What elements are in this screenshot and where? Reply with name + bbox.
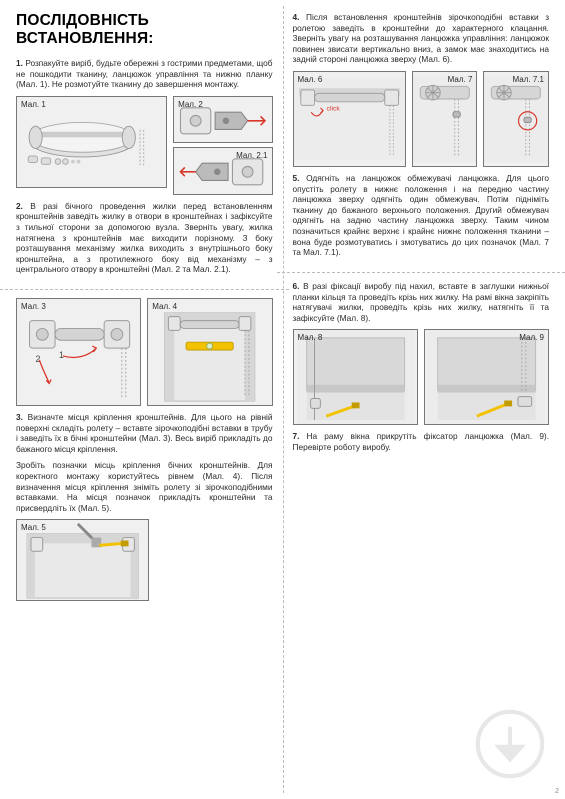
figure-6: Мал. 6 click xyxy=(293,71,406,167)
step-1-text: 1. Розпакуйте виріб, будьте обережні з г… xyxy=(16,58,273,90)
figure-7-1: Мал. 7.1 xyxy=(483,71,549,167)
document-title: ПОСЛІДОВНІСТЬ ВСТАНОВЛЕННЯ: xyxy=(16,12,273,48)
figure-4-label: Мал. 4 xyxy=(152,302,177,311)
figure-7-1-svg xyxy=(484,72,548,166)
figure-row-8-9: Мал. 8 Мал. 9 xyxy=(293,329,550,425)
figure-6-label: Мал. 6 xyxy=(298,75,323,84)
figure-7-1-label: Мал. 7.1 xyxy=(513,75,544,84)
figure-1-svg xyxy=(17,97,166,187)
step-7-text: 7. На раму вікна прикрутіть фіксатор лан… xyxy=(293,431,550,452)
step-3a-body: Визначте місця кріплення кронштейнів. Дл… xyxy=(16,412,273,454)
figure-2: Мал. 2 xyxy=(173,96,272,143)
figure-9: Мал. 9 xyxy=(424,329,549,425)
step-1-body: Розпакуйте виріб, будьте обережні з гост… xyxy=(16,58,273,89)
figure-3-label: Мал. 3 xyxy=(21,302,46,311)
figure-7-label: Мал. 7 xyxy=(448,75,473,84)
left-column: ПОСЛІДОВНІСТЬ ВСТАНОВЛЕННЯ: 1. Розпакуйт… xyxy=(0,0,283,799)
step-3b-text: Зробіть позначки місць кріплення бічних … xyxy=(16,460,273,513)
figure-2-label: Мал. 2 xyxy=(178,100,203,109)
horizontal-divider-right xyxy=(277,272,565,273)
step-2-text: 2. В разі бічного проведення жилки перед… xyxy=(16,201,273,275)
figure-7-svg xyxy=(413,72,477,166)
figure-8-svg xyxy=(294,330,417,424)
column-divider xyxy=(283,6,284,793)
figure-row-3-4: Мал. 3 1 2 Мал. 4 xyxy=(16,298,273,406)
step-2-body: В разі бічного проведення жилки перед вс… xyxy=(16,201,273,275)
step-4-body: Після встановлення кронштейнів зірочкопо… xyxy=(293,12,550,64)
figure-3-svg: 1 2 xyxy=(17,299,140,405)
figure-row-6-7: Мал. 6 click Мал. 7 xyxy=(293,71,550,167)
figure-4: Мал. 4 xyxy=(147,298,272,406)
figure-5-label: Мал. 5 xyxy=(21,523,46,532)
figure-1-label: Мал. 1 xyxy=(21,100,46,109)
figure-8-label: Мал. 8 xyxy=(298,333,323,342)
figure-9-svg xyxy=(425,330,548,424)
click-label: click xyxy=(326,105,340,112)
step-5-text: 5. Одягніть на ланцюжок обмежувачі ланцю… xyxy=(293,173,550,258)
right-column: 4. Після встановлення кронштейнів зірочк… xyxy=(283,0,565,799)
figure-9-label: Мал. 9 xyxy=(519,333,544,342)
figure-2-1-label: Мал. 2.1 xyxy=(236,151,267,160)
figure-6-svg: click xyxy=(294,72,405,166)
figure-row-5: Мал. 5 xyxy=(16,519,273,601)
figure-3: Мал. 3 1 2 xyxy=(16,298,141,406)
figure-2-1: Мал. 2.1 xyxy=(173,147,272,194)
figure-8: Мал. 8 xyxy=(293,329,418,425)
figure-1: Мал. 1 xyxy=(16,96,167,188)
step-3a-text: 3. Визначте місця кріплення кронштейнів.… xyxy=(16,412,273,454)
step-6-text: 6. В разі фіксації виробу під нахил, вст… xyxy=(293,281,550,323)
horizontal-divider-left xyxy=(0,289,289,290)
step-5-body: Одягніть на ланцюжок обмежувачі ланцюжка… xyxy=(293,173,550,257)
step-3b-body: Зробіть позначки місць кріплення бічних … xyxy=(16,460,273,512)
svg-text:1: 1 xyxy=(59,350,64,360)
page-number: 2 xyxy=(555,788,559,795)
step-7-body: На раму вікна прикрутіть фіксатор ланцюж… xyxy=(293,431,550,452)
step-4-text: 4. Після встановлення кронштейнів зірочк… xyxy=(293,12,550,65)
figure-4-svg xyxy=(148,299,271,405)
page: ПОСЛІДОВНІСТЬ ВСТАНОВЛЕННЯ: 1. Розпакуйт… xyxy=(0,0,565,799)
figure-5: Мал. 5 xyxy=(16,519,149,601)
figure-row-1-2: Мал. 1 xyxy=(16,96,273,195)
figure-5-svg xyxy=(17,520,148,600)
step-6-body: В разі фіксації виробу під нахил, вставт… xyxy=(293,281,550,323)
figure-7: Мал. 7 xyxy=(412,71,478,167)
